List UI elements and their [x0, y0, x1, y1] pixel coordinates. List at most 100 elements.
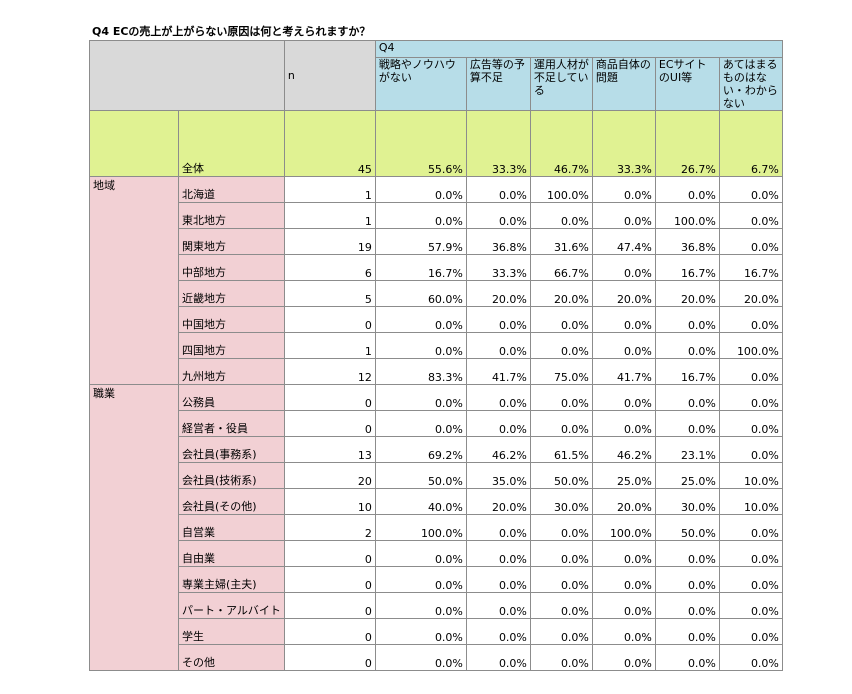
table-row: 四国地方 1 0.0% 0.0% 0.0% 0.0% 0.0% 100.0%: [90, 332, 783, 359]
cell-value: 0.0%: [465, 618, 531, 645]
segment-label: 九州地方: [178, 358, 285, 385]
cell-value: 0.0%: [465, 410, 531, 437]
cell-value: 100.0%: [718, 332, 783, 359]
cell-n: 19: [283, 228, 376, 255]
segment-label: 会社員(技術系): [178, 462, 285, 489]
cell-value: 30.0%: [654, 488, 720, 515]
cell-value: 0.0%: [591, 618, 656, 645]
header-option: 広告等の予算不足: [465, 57, 531, 111]
header-option: 運用人材が不足している: [529, 57, 593, 111]
cell-value: 0.0%: [374, 202, 467, 229]
cell-value: 0.0%: [654, 176, 720, 203]
cell-n: 5: [283, 280, 376, 307]
cell-value: 0.0%: [529, 592, 593, 619]
cell-value: 0.0%: [654, 540, 720, 567]
cell-value: 10.0%: [718, 488, 783, 515]
cell-n: 0: [283, 566, 376, 593]
segment-label: 中部地方: [178, 254, 285, 281]
cell-value: 0.0%: [591, 306, 656, 333]
cell-value: 10.0%: [718, 462, 783, 489]
total-n: 45: [283, 110, 376, 177]
total-spacer: [89, 110, 179, 177]
cell-value: 0.0%: [718, 228, 783, 255]
cell-value: 0.0%: [591, 592, 656, 619]
segment-label: その他: [178, 644, 285, 671]
cell-value: 0.0%: [718, 358, 783, 385]
table-row: 会社員(事務系) 13 69.2% 46.2% 61.5% 46.2% 23.1% 0.0%: [90, 436, 783, 463]
cell-value: 0.0%: [718, 176, 783, 203]
header-option: あてはまるものはない・わからない: [718, 57, 783, 111]
cell-value: 83.3%: [374, 358, 467, 385]
cell-n: 0: [283, 384, 376, 411]
cell-value: 0.0%: [654, 410, 720, 437]
segment-label: 会社員(事務系): [178, 436, 285, 463]
cell-value: 0.0%: [718, 410, 783, 437]
cell-value: 20.0%: [654, 280, 720, 307]
table-row: 学生 0 0.0% 0.0% 0.0% 0.0% 0.0% 0.0%: [90, 618, 783, 645]
cell-value: 30.0%: [529, 488, 593, 515]
header-corner: [89, 40, 285, 111]
cell-value: 0.0%: [374, 566, 467, 593]
cell-value: 20.0%: [529, 280, 593, 307]
segment-label: 学生: [178, 618, 285, 645]
cell-value: 20.0%: [591, 488, 656, 515]
table-row: 九州地方 12 83.3% 41.7% 75.0% 41.7% 16.7% 0.0%: [90, 358, 783, 385]
cell-value: 0.0%: [654, 306, 720, 333]
cell-value: 40.0%: [374, 488, 467, 515]
cell-value: 100.0%: [529, 176, 593, 203]
cell-value: 0.0%: [591, 202, 656, 229]
segment-label: 北海道: [178, 176, 285, 203]
total-value: 33.3%: [591, 110, 656, 177]
cell-value: 0.0%: [374, 540, 467, 567]
cell-value: 20.0%: [465, 280, 531, 307]
group-label: 地域: [89, 176, 179, 385]
header-option: 戦略やノウハウがない: [374, 57, 467, 111]
cell-value: 0.0%: [718, 566, 783, 593]
segment-label: 四国地方: [178, 332, 285, 359]
cell-n: 12: [283, 358, 376, 385]
cell-value: 0.0%: [718, 644, 783, 671]
total-value: 33.3%: [465, 110, 531, 177]
table-row: 東北地方 1 0.0% 0.0% 0.0% 0.0% 100.0% 0.0%: [90, 202, 783, 229]
cell-value: 0.0%: [465, 384, 531, 411]
cell-n: 1: [283, 176, 376, 203]
cell-value: 20.0%: [591, 280, 656, 307]
cell-value: 0.0%: [718, 540, 783, 567]
total-label: 全体: [178, 110, 285, 177]
table-row: 中国地方 0 0.0% 0.0% 0.0% 0.0% 0.0% 0.0%: [90, 306, 783, 333]
cell-value: 0.0%: [654, 566, 720, 593]
cell-value: 31.6%: [529, 228, 593, 255]
cell-value: 0.0%: [529, 410, 593, 437]
cell-value: 46.2%: [591, 436, 656, 463]
table-row: 会社員(技術系) 20 50.0% 35.0% 50.0% 25.0% 25.0% 10.0%: [90, 462, 783, 489]
table-row: 中部地方 6 16.7% 33.3% 66.7% 0.0% 16.7% 16.7%: [90, 254, 783, 281]
table-row: その他 0 0.0% 0.0% 0.0% 0.0% 0.0% 0.0%: [90, 644, 783, 671]
cell-value: 0.0%: [374, 644, 467, 671]
segment-label: 関東地方: [178, 228, 285, 255]
cell-value: 0.0%: [654, 592, 720, 619]
table-title: Q4 ECの売上が上がらない原因は何と考えられますか？: [92, 25, 371, 38]
segment-label: 専業主婦(主夫): [178, 566, 285, 593]
cell-n: 0: [283, 410, 376, 437]
cell-n: 0: [283, 540, 376, 567]
cell-n: 10: [283, 488, 376, 515]
cell-value: 66.7%: [529, 254, 593, 281]
cell-value: 0.0%: [465, 332, 531, 359]
cell-value: 0.0%: [529, 332, 593, 359]
cell-value: 61.5%: [529, 436, 593, 463]
cell-value: 100.0%: [654, 202, 720, 229]
table-row: 経営者・役員 0 0.0% 0.0% 0.0% 0.0% 0.0% 0.0%: [90, 410, 783, 437]
table-row: 専業主婦(主夫) 0 0.0% 0.0% 0.0% 0.0% 0.0% 0.0%: [90, 566, 783, 593]
cell-n: 0: [283, 592, 376, 619]
segment-label: パート・アルバイト: [178, 592, 285, 619]
cell-value: 0.0%: [718, 384, 783, 411]
cell-value: 0.0%: [718, 514, 783, 541]
cell-value: 0.0%: [529, 566, 593, 593]
segment-label: 自営業: [178, 514, 285, 541]
cell-value: 0.0%: [591, 176, 656, 203]
cell-value: 35.0%: [465, 462, 531, 489]
cell-value: 0.0%: [591, 410, 656, 437]
cell-value: 50.0%: [654, 514, 720, 541]
header-option: ECサイトのUI等: [654, 57, 720, 111]
cell-n: 1: [283, 332, 376, 359]
